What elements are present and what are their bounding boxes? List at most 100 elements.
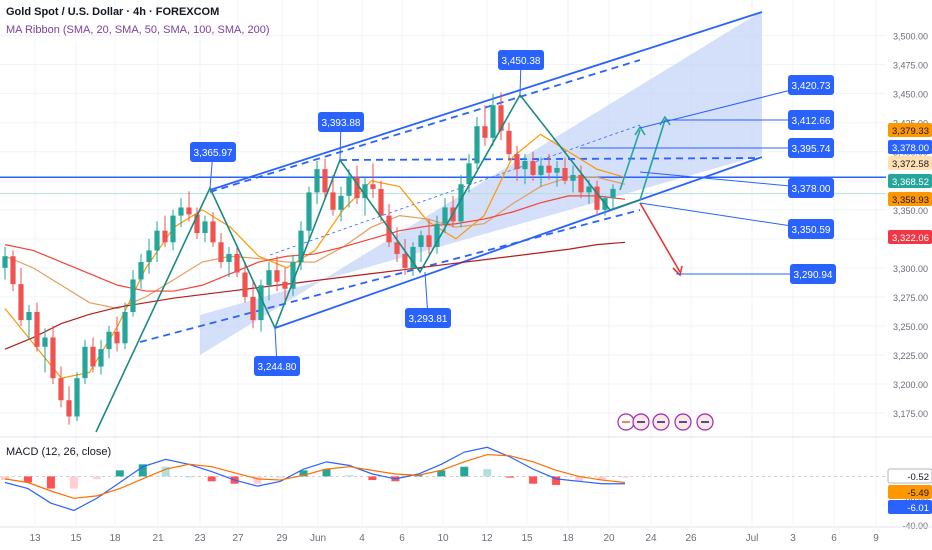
macd-histogram-bar: [46, 476, 55, 489]
y-tick-label: 3,350.00: [893, 206, 928, 216]
callout-label: 3,293.81: [409, 314, 448, 325]
macd-histogram-bar: [69, 476, 78, 489]
chart-title: Gold Spot / U.S. Dollar · 4h · FOREXCOM: [6, 6, 220, 18]
x-tick-label: 4: [359, 533, 365, 544]
candle-body: [346, 177, 352, 196]
macd-histogram-bar: [345, 475, 354, 477]
candle-body: [274, 270, 280, 282]
callout-label: 3,244.80: [258, 362, 297, 373]
candle-body: [82, 346, 88, 379]
candle-body: [34, 311, 40, 347]
macd-histogram-bar: [253, 476, 262, 484]
candle-body: [162, 230, 168, 243]
macd-histogram-bar: [184, 476, 193, 478]
callout-label: 3,365.97: [194, 148, 233, 159]
candle-body: [2, 256, 8, 268]
x-tick-label: 6: [831, 533, 837, 544]
candle-body: [482, 126, 488, 138]
candle-body: [554, 167, 560, 173]
price-tag-label: 3,379.33: [892, 126, 929, 137]
candle-body: [266, 270, 272, 286]
price-tag: [888, 123, 932, 137]
projection-up-2: [639, 119, 666, 201]
candle-body: [538, 165, 544, 175]
ma-line-3: [4, 241, 626, 350]
callout-box: [788, 110, 834, 130]
candle-body: [562, 167, 568, 181]
macd-histogram-bar: [414, 475, 423, 477]
candle-body: [370, 184, 376, 189]
x-tick-label: 27: [232, 533, 244, 544]
x-tick-label: 10: [437, 533, 449, 544]
x-tick-label: 9: [873, 533, 879, 544]
price-tag: [888, 174, 932, 188]
macd-panel: [0, 436, 932, 512]
candle-body: [490, 105, 496, 138]
callout-label: 3,290.94: [794, 270, 833, 281]
candle-body: [298, 230, 304, 263]
candle-body: [66, 400, 72, 417]
macd-value-tag: [888, 500, 932, 514]
ma-line-1: [4, 176, 626, 310]
candle-body: [42, 337, 48, 347]
projection-up-arrow: [634, 125, 646, 136]
x-tick-label: 23: [194, 533, 206, 544]
candle-body: [514, 154, 520, 170]
macd-axis: 0.00-20.00-40.00-0.52-5.49-6.01: [887, 468, 932, 531]
candle-body: [570, 174, 576, 181]
macd-histogram-bar: [1, 476, 9, 481]
callout-box: [318, 112, 364, 132]
ma-line-2: [4, 195, 626, 292]
macd-histogram-bar: [368, 476, 377, 481]
callout-label: 3,350.59: [792, 225, 831, 236]
x-tick-label: 21: [152, 533, 164, 544]
macd-histogram-bar: [322, 469, 331, 477]
callout-label: 3,378.00: [792, 184, 831, 195]
candle-body: [226, 253, 232, 263]
candle-body: [362, 184, 368, 199]
macd-histogram-bar: [506, 476, 515, 478]
y-tick-label: 3,300.00: [893, 264, 928, 274]
price-tag: [888, 230, 932, 244]
candle-body: [610, 188, 616, 199]
x-tick-label: 15: [70, 533, 82, 544]
candle-body: [290, 262, 296, 289]
x-tick-label: 13: [29, 533, 41, 544]
macd-histogram-bar: [621, 476, 629, 478]
candle-body: [586, 186, 592, 193]
ma-ribbon: [4, 133, 626, 379]
y-tick-label: 3,475.00: [893, 61, 928, 71]
callout-box: [788, 138, 834, 158]
candle-body: [98, 349, 104, 367]
candle-body: [58, 378, 64, 401]
candle-body: [18, 284, 24, 321]
y-tick-label: 3,250.00: [893, 322, 928, 332]
projection-down: [639, 202, 681, 273]
candle-body: [594, 186, 600, 210]
macd-histogram-bar: [92, 476, 101, 479]
callout-box: [254, 356, 300, 376]
callout-label: 3,450.38: [502, 56, 541, 67]
candle-body: [242, 272, 248, 297]
callout-box: [788, 178, 834, 198]
x-tick-label: 20: [603, 533, 615, 544]
macd-histogram-bar: [529, 476, 538, 484]
callout-leader: [639, 171, 812, 189]
candle-body: [106, 331, 112, 350]
candle-body: [210, 221, 216, 243]
candle-body: [378, 188, 384, 216]
candle-body: [178, 207, 184, 216]
macd-value-label: -6.01: [907, 503, 929, 514]
price-tag: [888, 192, 932, 206]
channel-lower-dash: [139, 209, 641, 343]
candle-body: [10, 256, 16, 285]
price-tag-label: 3,368.52: [892, 177, 929, 188]
macd-tick-label: -40.00: [902, 521, 928, 531]
candle-body: [130, 279, 136, 312]
price-tag-label: 3,322.06: [892, 233, 929, 244]
projection-up-1: [619, 129, 641, 191]
candle-body: [506, 130, 512, 155]
candle-body: [194, 214, 200, 234]
